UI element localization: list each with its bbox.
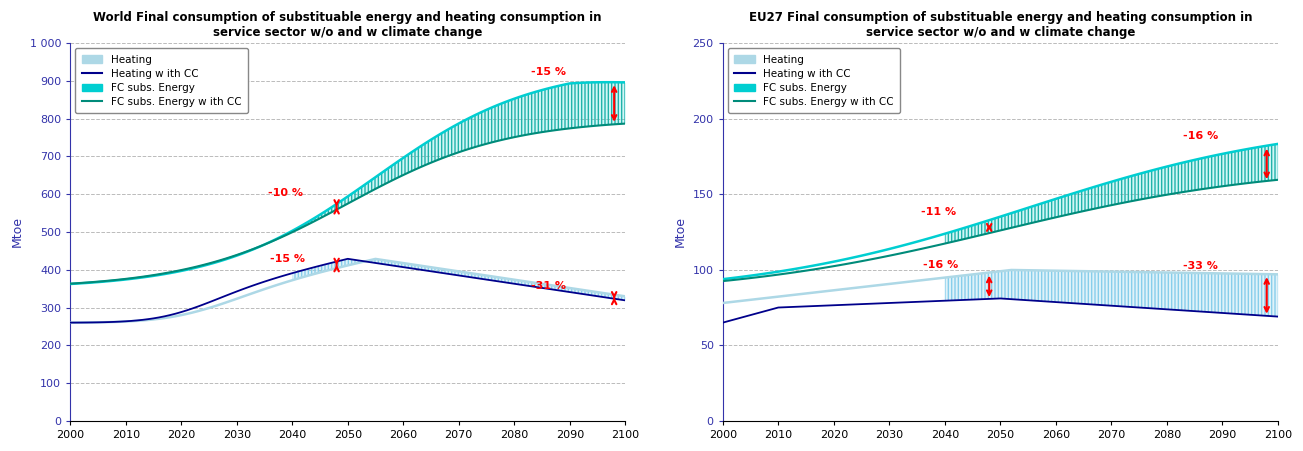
Text: -31 %: -31 % (530, 281, 566, 291)
Text: -16 %: -16 % (923, 260, 958, 270)
Y-axis label: Mtoe: Mtoe (12, 216, 25, 248)
Title: EU27 Final consumption of substituable energy and heating consumption in
service: EU27 Final consumption of substituable e… (748, 11, 1252, 39)
Text: -16 %: -16 % (1183, 131, 1218, 141)
Text: -15 %: -15 % (270, 254, 305, 264)
Title: World Final consumption of substituable energy and heating consumption in
servic: World Final consumption of substituable … (94, 11, 602, 39)
Y-axis label: Mtoe: Mtoe (674, 216, 687, 248)
Legend: Heating, Heating w ith CC, FC subs. Energy, FC subs. Energy w ith CC: Heating, Heating w ith CC, FC subs. Ener… (76, 48, 248, 113)
Legend: Heating, Heating w ith CC, FC subs. Energy, FC subs. Energy w ith CC: Heating, Heating w ith CC, FC subs. Ener… (728, 48, 900, 113)
Text: -15 %: -15 % (530, 67, 566, 77)
Text: -33 %: -33 % (1183, 261, 1218, 271)
Text: -11 %: -11 % (921, 207, 956, 217)
Text: -10 %: -10 % (268, 189, 304, 198)
